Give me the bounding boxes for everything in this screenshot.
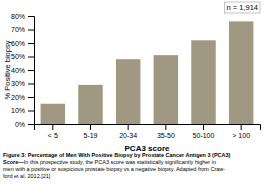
y-tick-label: 80% — [11, 13, 25, 20]
x-tick-mark — [90, 124, 91, 130]
bar — [154, 55, 178, 124]
x-tick-mark — [203, 124, 204, 130]
y-tick: 0% — [15, 121, 34, 128]
y-tick: 60% — [11, 40, 34, 47]
x-tick-label: 50-100 — [193, 132, 215, 139]
bars — [41, 21, 254, 124]
y-tick-label: 0% — [15, 121, 25, 128]
y-tick-mark — [28, 43, 34, 44]
y-tick-label: 40% — [11, 67, 25, 74]
y-tick: 80% — [11, 13, 34, 20]
caption-bold: Score— — [3, 159, 24, 165]
bar — [229, 21, 253, 124]
caption: Figure 3: Percentage of Men With Positiv… — [3, 152, 231, 179]
bar — [191, 40, 215, 124]
y-tick-mark — [28, 84, 34, 85]
caption-line: Figure 3: Percentage of Men With Positiv… — [3, 152, 231, 158]
y-tick-mark — [28, 124, 34, 125]
y-tick-label: 10% — [11, 107, 25, 114]
x-axis-line — [35, 125, 261, 131]
x-tick-label: > 100 — [232, 132, 250, 139]
y-tick-mark — [28, 70, 34, 71]
x-tick-mark — [52, 124, 53, 130]
annotation: n = 1,914 — [225, 2, 261, 13]
y-tick-label: 50% — [11, 53, 25, 60]
y-tick: 20% — [11, 94, 34, 101]
x-tick-mark — [165, 124, 166, 130]
y-axis-title: % Positive biopsy — [3, 40, 12, 99]
y-tick: 10% — [11, 107, 34, 114]
y-tick-label: 70% — [11, 26, 25, 33]
y-tick-mark — [28, 111, 34, 112]
bar — [116, 59, 140, 124]
x-tick-label: < 5 — [48, 132, 58, 139]
x-tick: 35-50 — [157, 124, 175, 139]
y-tick-label: 20% — [11, 94, 25, 101]
y-tick-mark — [28, 30, 34, 31]
y-axis: 0% 10% 20% 30% 40% 50% 60% 70% 80% — [11, 13, 35, 128]
y-tick-mark — [28, 57, 34, 58]
y-tick-label: 30% — [11, 80, 25, 87]
x-tick: < 5 — [48, 124, 58, 139]
bar — [41, 104, 65, 124]
x-tick-label: 20-34 — [119, 132, 137, 139]
x-tick-label: 5-19 — [83, 132, 97, 139]
y-axis-line — [28, 17, 35, 125]
x-tick-mark — [128, 124, 129, 130]
y-tick-label: 60% — [11, 40, 25, 47]
caption-line: men with a positive or suspicious prosta… — [3, 166, 225, 172]
y-tick: 30% — [11, 80, 34, 87]
y-tick-mark — [28, 97, 34, 98]
caption-normal: In this prospective study, the PCA3 scor… — [24, 159, 216, 165]
chart: 0% 10% 20% 30% 40% 50% 60% 70% 80% < 5 5-19 20-34 35… — [0, 0, 268, 188]
caption-line: ford et al. 2012.[21] — [3, 173, 51, 179]
y-tick: 50% — [11, 53, 34, 60]
x-axis: < 5 5-19 20-34 35-50 50-100 > 100 — [35, 124, 261, 139]
y-tick-mark — [28, 16, 34, 17]
x-tick: > 100 — [232, 124, 250, 139]
caption-line: Score—In this prospective study, the PCA… — [3, 159, 216, 165]
x-tick-mark — [241, 124, 242, 130]
annotation-box — [225, 2, 261, 13]
annotation-text: n = 1,914 — [227, 3, 259, 12]
bar — [78, 85, 102, 124]
x-tick: 20-34 — [119, 124, 137, 139]
x-tick: 50-100 — [193, 124, 215, 139]
x-tick: 5-19 — [83, 124, 97, 139]
y-tick: 40% — [11, 67, 34, 74]
y-tick: 70% — [11, 26, 34, 33]
x-tick-label: 35-50 — [157, 132, 175, 139]
